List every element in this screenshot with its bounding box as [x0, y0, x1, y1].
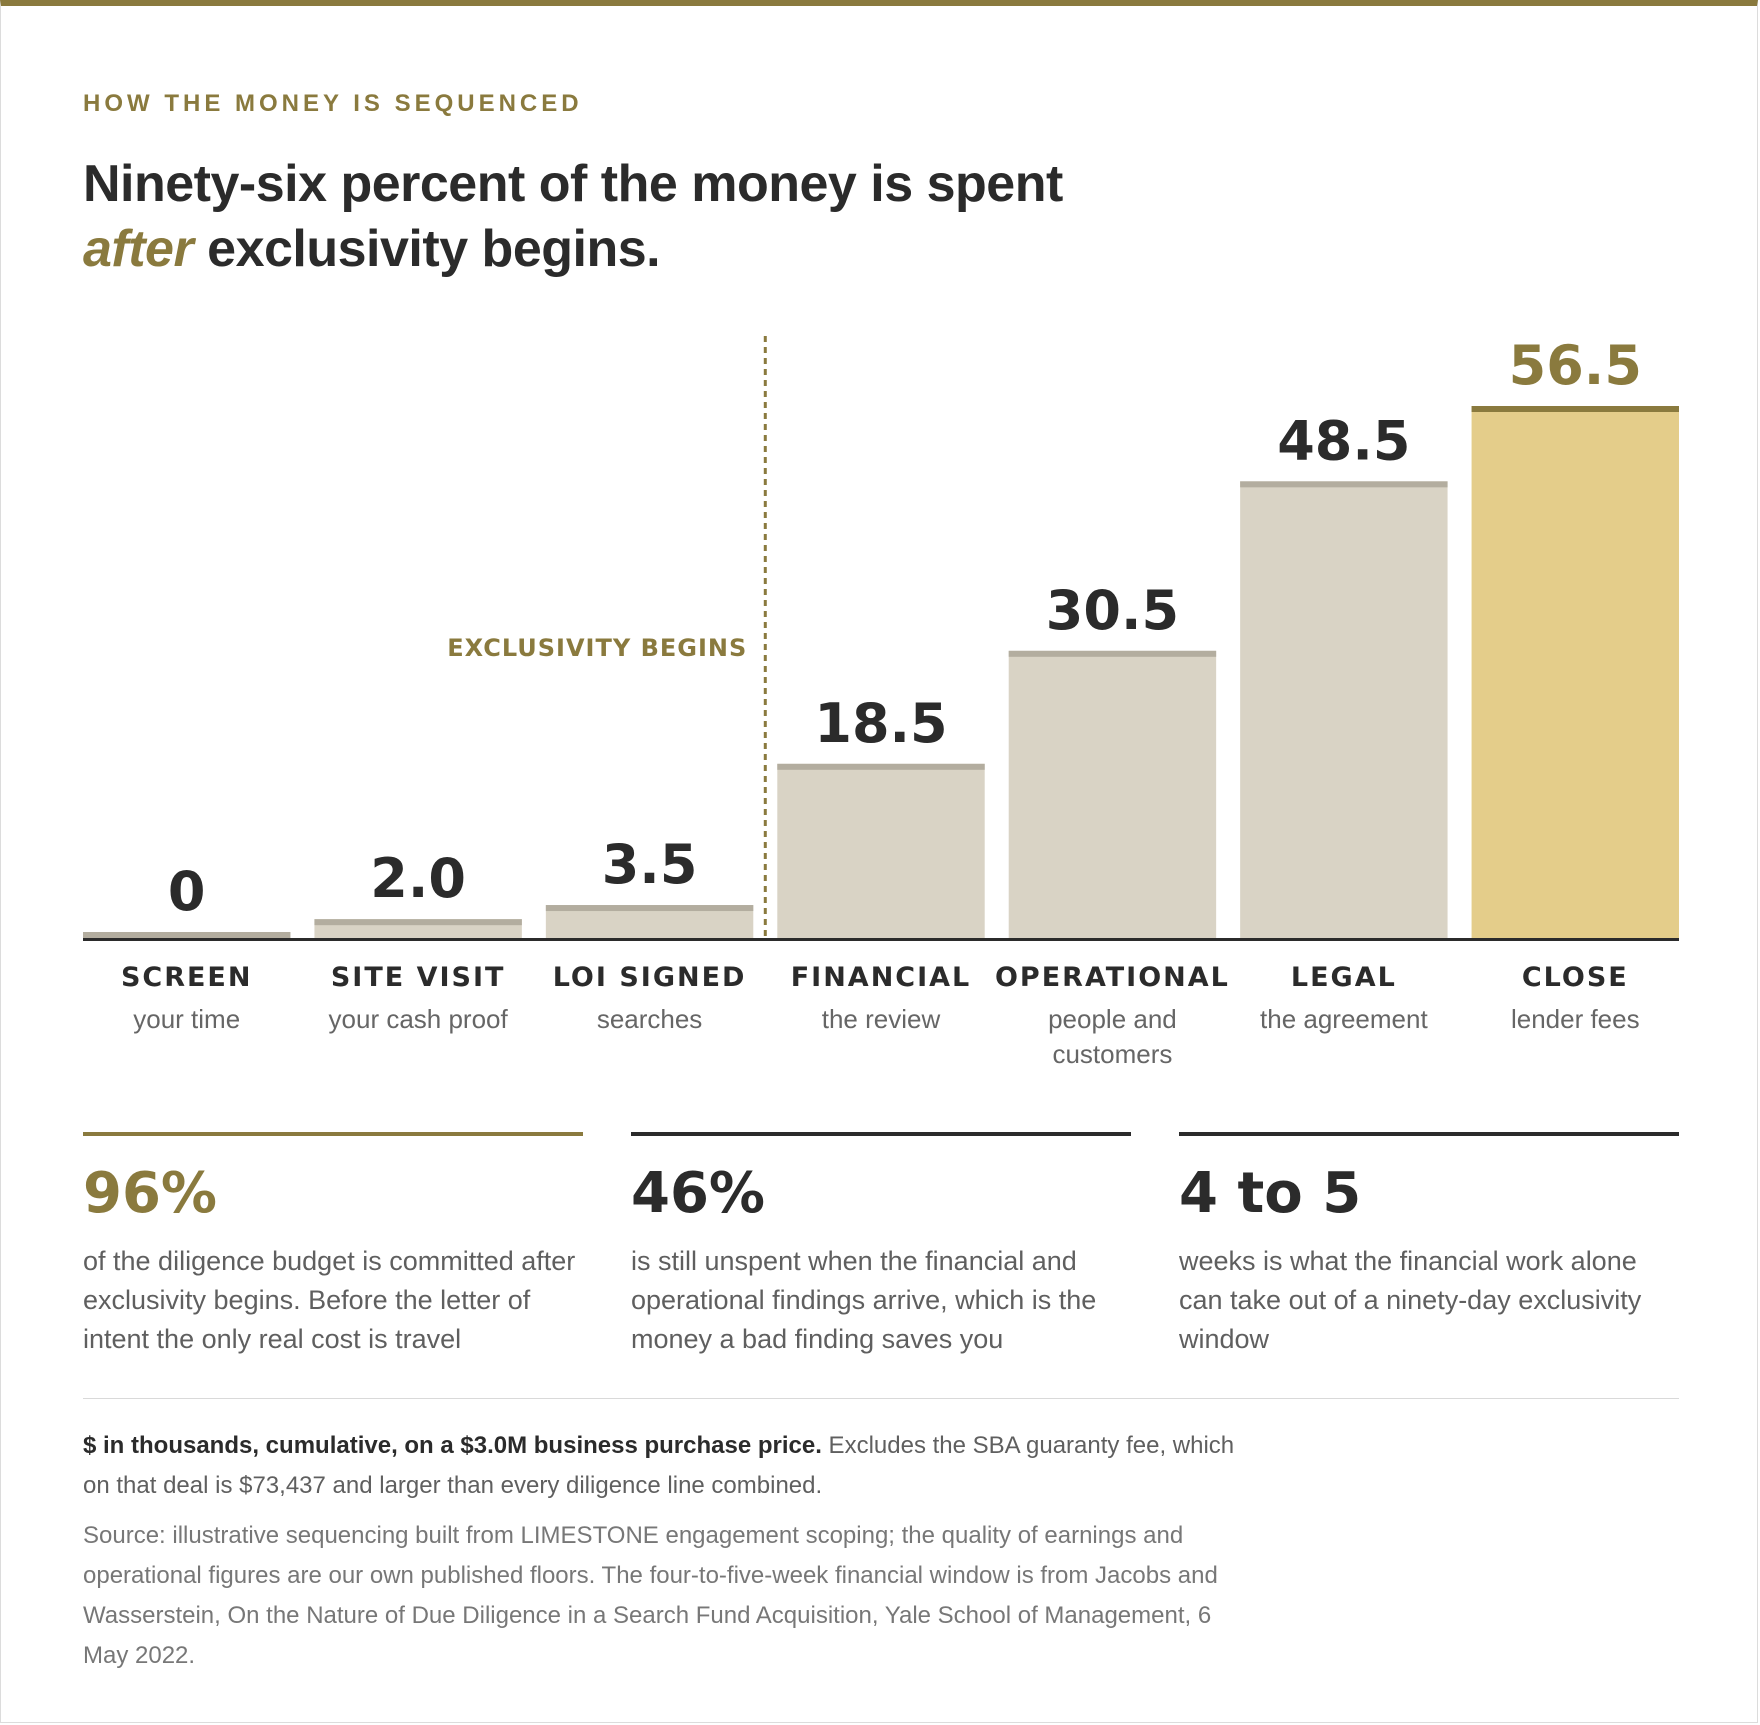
stat-number: 4 to 5 [1179, 1161, 1362, 1226]
bar-value-label: 56.5 [1509, 334, 1642, 397]
eyebrow-label: HOW THE MONEY IS SEQUENCED [83, 90, 583, 117]
exclusivity-label: EXCLUSIVITY BEGINS [447, 634, 747, 662]
footnote-rest: Excludes the SBA guaranty fee, which on … [83, 1432, 1235, 1499]
bar-cap [545, 905, 754, 912]
stat-description: of the diligence budget is committed aft… [83, 1246, 576, 1354]
bar-value-label: 18.5 [814, 692, 947, 755]
category-label: OPERATIONAL [995, 962, 1230, 993]
headline-line1: Ninety-six percent of the money is spent [83, 155, 1063, 213]
category-subtitle: customers [1052, 1039, 1172, 1069]
stat-rule [631, 1132, 1131, 1136]
category-label: SCREEN [121, 962, 253, 993]
stat-description: weeks is what the financial work alone c… [1179, 1246, 1642, 1354]
headline-accent: after [83, 220, 194, 278]
stat-rule [1179, 1132, 1679, 1136]
category-label: CLOSE [1522, 962, 1629, 993]
bar-value-label: 48.5 [1277, 409, 1410, 472]
footnote: $ in thousands, cumulative, on a $3.0M b… [83, 1426, 1263, 1506]
stat-block-2: 46% is still unspent when the financial … [631, 1132, 1131, 1359]
bar-cap [777, 763, 985, 770]
category-subtitle: the agreement [1260, 1004, 1428, 1034]
headline: Ninety-six percent of the money is spent… [83, 152, 1283, 282]
category-label: LEGAL [1291, 962, 1397, 993]
source-note: Source: illustrative sequencing built fr… [83, 1522, 1218, 1669]
stat-number: 46% [631, 1161, 766, 1226]
bar-cap [1240, 481, 1448, 488]
bar-legal [1240, 481, 1448, 938]
bar-cap [83, 932, 291, 938]
footnote-bold: $ in thousands, cumulative, on a $3.0M b… [83, 1432, 822, 1459]
stat-number: 96% [83, 1161, 218, 1226]
bar-financial [777, 763, 985, 938]
category-subtitle: people and [1048, 1004, 1177, 1034]
category-label: FINANCIAL [791, 962, 972, 993]
bar-cap [1008, 650, 1217, 657]
bar-close [1471, 406, 1679, 938]
stat-block-3: 4 to 5 weeks is what the financial work … [1179, 1132, 1679, 1359]
category-subtitle: your cash proof [329, 1004, 509, 1034]
category-label: LOI SIGNED [553, 962, 747, 993]
bar-value-label: 0 [168, 860, 206, 923]
category-label: SITE VISIT [331, 962, 506, 993]
bar-value-label: 3.5 [602, 833, 698, 896]
bar-value-label: 2.0 [370, 847, 466, 910]
stat-rule [83, 1132, 583, 1136]
bar-operational [1008, 650, 1217, 938]
bar-value-label: 30.5 [1046, 579, 1179, 642]
category-subtitle: the review [822, 1004, 941, 1034]
category-subtitle: searches [597, 1004, 703, 1034]
bar-cap [1471, 406, 1679, 412]
stat-description: is still unspent when the financial and … [631, 1246, 1097, 1354]
headline-line2: exclusivity begins. [193, 220, 661, 278]
footer-divider [83, 1398, 1679, 1399]
bar-cap [314, 919, 522, 926]
category-subtitle: lender fees [1511, 1004, 1640, 1034]
stat-block-1: 96% of the diligence budget is committed… [83, 1132, 583, 1359]
cumulative-spend-bar-chart: 0 SCREEN your time 2.0 SITE VISIT your cash p… [83, 334, 1679, 1069]
category-subtitle: your time [133, 1004, 240, 1034]
